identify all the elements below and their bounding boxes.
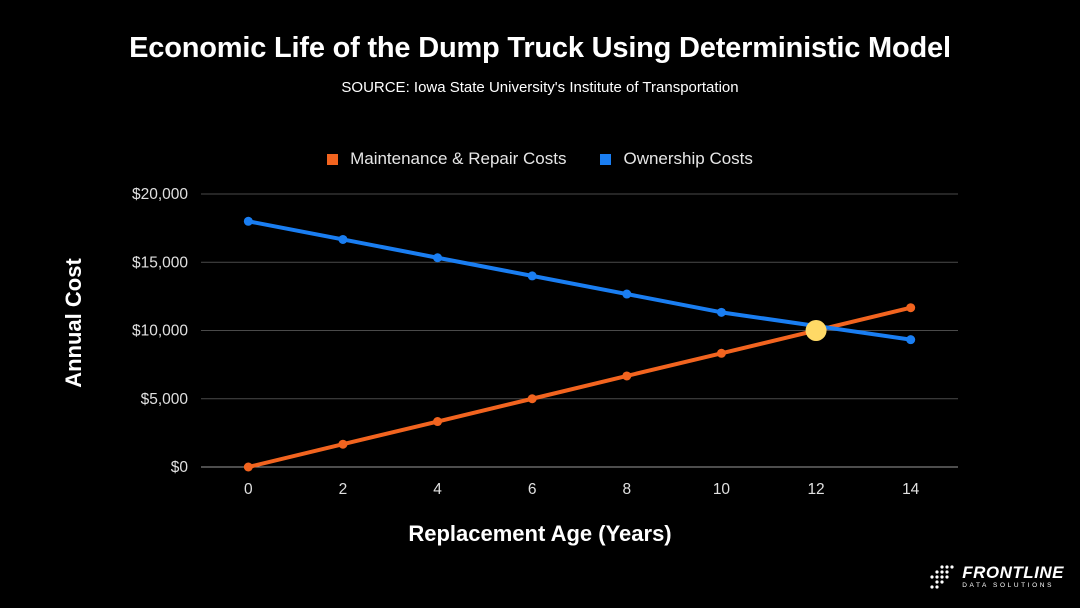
x-tick-label: 10 (713, 481, 731, 498)
legend-item-maintenance[interactable]: Maintenance & Repair Costs (327, 149, 566, 169)
y-tick-label: $0 (171, 459, 189, 476)
data-point-ownership[interactable] (622, 289, 632, 299)
x-tick-label: 8 (623, 481, 632, 498)
data-point-ownership[interactable] (906, 335, 916, 345)
data-point-maintenance[interactable] (622, 371, 632, 381)
chart-title: Economic Life of the Dump Truck Using De… (129, 32, 951, 64)
x-tick-label: 0 (244, 481, 253, 498)
legend-item-ownership[interactable]: Ownership Costs (600, 149, 753, 169)
data-point-maintenance[interactable] (906, 303, 916, 313)
data-point-maintenance[interactable] (243, 462, 253, 472)
x-tick-label: 14 (902, 481, 920, 498)
x-tick-label: 4 (433, 481, 442, 498)
series-points (243, 216, 916, 472)
chart-subtitle: SOURCE: Iowa State University's Institut… (341, 79, 739, 96)
legend-label-ownership: Ownership Costs (623, 149, 753, 168)
y-tick-label: $20,000 (132, 186, 188, 203)
data-point-ownership[interactable] (338, 234, 348, 244)
x-axis-ticks: 0 2 4 6 8 10 12 14 (244, 481, 920, 498)
legend-swatch-ownership (600, 153, 612, 165)
y-axis-ticks: $0 $5,000 $10,000 $15,000 $20,000 (132, 186, 188, 476)
gridlines (201, 193, 958, 468)
data-point-ownership[interactable] (433, 253, 443, 263)
data-point-maintenance[interactable] (338, 439, 348, 449)
x-tick-label: 6 (528, 481, 537, 498)
frontline-logo: FRONTLINE DATA SOLUTIONS (928, 564, 1064, 590)
data-point-ownership[interactable] (716, 307, 726, 317)
y-tick-label: $15,000 (132, 254, 188, 271)
legend: Maintenance & Repair Costs Ownership Cos… (0, 149, 1080, 169)
x-axis-title: Replacement Age (Years) (408, 521, 671, 546)
intersection-point[interactable] (805, 320, 827, 341)
data-point-maintenance[interactable] (716, 348, 726, 358)
x-tick-label: 12 (807, 481, 824, 498)
logo-dots-icon (930, 565, 954, 589)
data-point-maintenance[interactable] (433, 417, 443, 427)
legend-swatch-maintenance (327, 153, 339, 165)
series-lines (246, 219, 913, 469)
y-tick-label: $10,000 (132, 323, 188, 340)
data-point-maintenance[interactable] (527, 394, 537, 404)
x-tick-label: 2 (339, 481, 348, 498)
data-point-ownership[interactable] (527, 271, 537, 281)
logo-name: FRONTLINE (962, 563, 1064, 583)
y-axis-title: Annual Cost (61, 258, 86, 388)
logo-tagline: DATA SOLUTIONS (962, 582, 1054, 590)
y-tick-label: $5,000 (141, 391, 189, 408)
legend-label-maintenance: Maintenance & Repair Costs (350, 149, 567, 168)
data-point-ownership[interactable] (243, 216, 253, 226)
